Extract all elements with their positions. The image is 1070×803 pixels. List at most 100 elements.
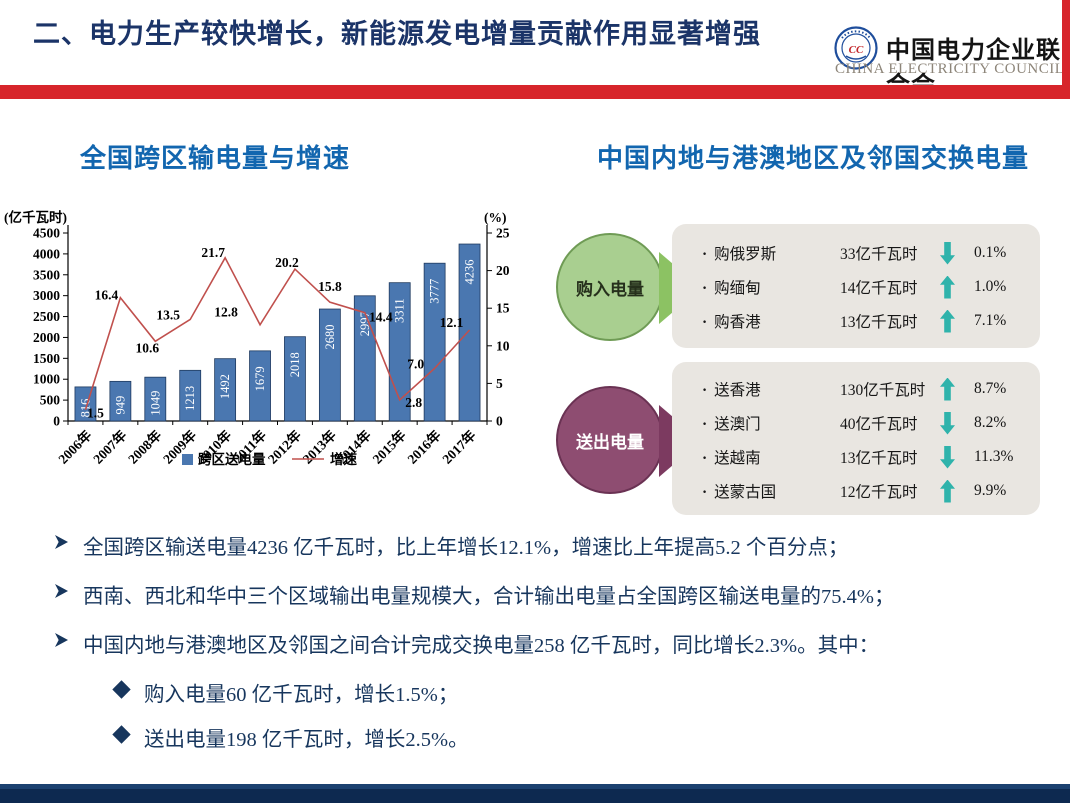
exchange-row-label: 送澳门 <box>702 412 840 434</box>
svg-text:2009年: 2009年 <box>159 426 199 466</box>
exchange-row-value: 130亿千瓦时 <box>840 382 926 399</box>
svg-text:12.8: 12.8 <box>214 305 238 320</box>
svg-text:2000: 2000 <box>33 330 60 345</box>
exchange-row-percent: 8.2% <box>974 414 1007 431</box>
purchase-circle-label: 购入电量 <box>576 279 644 299</box>
page-title: 二、电力生产较快增长，新能源发电增量贡献作用显著增强 <box>33 19 761 49</box>
exchange-row-value: 33亿千瓦时 <box>840 246 918 263</box>
bullet-item: 西南、西北和华中三个区域输出电量规模大，合计输出电量占全国跨区输送电量的75.4… <box>55 579 1050 609</box>
svg-text:(%): (%) <box>484 210 507 225</box>
exchange-section-title: 中国内地与港澳地区及邻国交换电量 <box>597 143 1030 173</box>
bullet-text: 中国内地与港澳地区及邻国之间合计完成交换电量258 亿千瓦时，同比增长2.3%。… <box>83 635 880 657</box>
svg-text:(亿千瓦时): (亿千瓦时) <box>4 209 67 225</box>
svg-text:25: 25 <box>496 226 510 241</box>
svg-text:15.8: 15.8 <box>318 279 342 294</box>
svg-text:14.4: 14.4 <box>369 310 393 325</box>
chart-section-title: 全国跨区输电量与增速 <box>80 143 351 173</box>
trend-down-icon <box>940 241 955 265</box>
export-circle-label: 送出电量 <box>576 432 644 452</box>
exchange-row-percent: 9.9% <box>974 482 1007 499</box>
svg-text:10.6: 10.6 <box>135 340 159 355</box>
svg-text:2018: 2018 <box>288 352 302 377</box>
bullet-list: 全国跨区输送电量4236 亿千瓦时，比上年增长12.1%，增速比上年提高5.2 … <box>55 530 1050 767</box>
exchange-row-value: 13亿千瓦时 <box>840 450 918 467</box>
cec-logo-icon: CC <box>834 26 878 70</box>
svg-text:1213: 1213 <box>183 386 197 411</box>
bullet-item: 全国跨区输送电量4236 亿千瓦时，比上年增长12.1%，增速比上年提高5.2 … <box>55 530 1050 560</box>
purchase-circle: 购入电量 <box>556 233 664 341</box>
bullet-text: 全国跨区输送电量4236 亿千瓦时，比上年增长12.1%，增速比上年提高5.2 … <box>83 537 849 559</box>
bullet-text: 送出电量198 亿千瓦时，增长2.5%。 <box>144 729 469 751</box>
exchange-diagram: 购入电量 购俄罗斯33亿千瓦时0.1%购缅甸14亿千瓦时1.0%购香港13亿千瓦… <box>540 205 1070 525</box>
exchange-row-label: 送蒙古国 <box>702 480 840 502</box>
trend-down-icon <box>940 445 955 469</box>
exchange-row-value: 40亿千瓦时 <box>840 416 918 433</box>
svg-text:4500: 4500 <box>33 226 60 241</box>
svg-text:16.4: 16.4 <box>95 288 119 303</box>
cross-region-transmission-chart: (亿千瓦时) (%) 0 500 1000 1500 2000 2500 3000 3500 400… <box>4 209 510 467</box>
bullet-text: 购入电量60 亿千瓦时，增长1.5%； <box>144 684 459 706</box>
exchange-row-percent: 11.3% <box>974 448 1014 465</box>
trend-up-icon <box>940 309 955 333</box>
svg-text:1500: 1500 <box>33 351 60 366</box>
svg-text:500: 500 <box>40 393 61 408</box>
bullet-item: 中国内地与港澳地区及邻国之间合计完成交换电量258 亿千瓦时，同比增长2.3%。… <box>55 628 1050 658</box>
arrow-bullet-icon <box>55 584 68 598</box>
svg-text:15: 15 <box>496 301 510 316</box>
exchange-row-label: 送香港 <box>702 378 840 400</box>
exchange-row-value: 13亿千瓦时 <box>840 314 918 331</box>
svg-text:增速: 增速 <box>330 451 357 467</box>
bullet-text: 西南、西北和华中三个区域输出电量规模大，合计输出电量占全国跨区输送电量的75.4… <box>83 586 895 608</box>
trend-up-icon <box>940 479 955 503</box>
trend-up-icon <box>940 275 955 299</box>
svg-text:跨区送电量: 跨区送电量 <box>198 451 266 467</box>
svg-text:21.7: 21.7 <box>201 245 225 260</box>
svg-text:2006年: 2006年 <box>55 426 95 466</box>
trend-down-icon <box>940 411 955 435</box>
header-red-corner-accent <box>1062 0 1070 99</box>
svg-text:1000: 1000 <box>33 372 60 387</box>
svg-text:1679: 1679 <box>253 366 267 391</box>
svg-text:949: 949 <box>113 396 127 415</box>
export-circle: 送出电量 <box>556 386 664 494</box>
svg-text:2015年: 2015年 <box>369 426 409 466</box>
exchange-row-value: 14亿千瓦时 <box>840 280 918 297</box>
svg-text:2.8: 2.8 <box>405 395 422 410</box>
svg-text:CC: CC <box>849 44 864 56</box>
exchange-row-percent: 0.1% <box>974 244 1007 261</box>
svg-text:20.2: 20.2 <box>275 255 299 270</box>
exchange-row-label: 购香港 <box>702 310 840 332</box>
svg-text:1492: 1492 <box>218 374 232 399</box>
svg-text:20: 20 <box>496 263 510 278</box>
footer-bar <box>0 784 1070 803</box>
svg-text:4236: 4236 <box>463 260 477 285</box>
exchange-row-percent: 7.1% <box>974 312 1007 329</box>
svg-text:1.5: 1.5 <box>87 406 104 421</box>
svg-text:2997: 2997 <box>358 311 372 336</box>
svg-text:5: 5 <box>496 376 503 391</box>
org-name-en: CHINA ELECTRICITY COUNCIL <box>835 61 1065 77</box>
svg-text:2008年: 2008年 <box>124 426 164 466</box>
svg-text:2500: 2500 <box>33 309 60 324</box>
svg-text:12.1: 12.1 <box>440 315 464 330</box>
exchange-row-percent: 1.0% <box>974 278 1007 295</box>
svg-text:7.0: 7.0 <box>407 356 424 371</box>
exchange-row-label: 购俄罗斯 <box>702 242 840 264</box>
arrow-bullet-icon <box>55 535 68 549</box>
svg-text:4000: 4000 <box>33 246 60 261</box>
svg-text:2016年: 2016年 <box>404 426 444 466</box>
svg-text:10: 10 <box>496 338 510 353</box>
exchange-row-label: 购缅甸 <box>702 276 840 298</box>
svg-text:3500: 3500 <box>33 267 60 282</box>
svg-text:3000: 3000 <box>33 288 60 303</box>
diamond-bullet-icon <box>112 725 131 744</box>
exchange-row-label: 送越南 <box>702 446 840 468</box>
exchange-row-percent: 8.7% <box>974 380 1007 397</box>
